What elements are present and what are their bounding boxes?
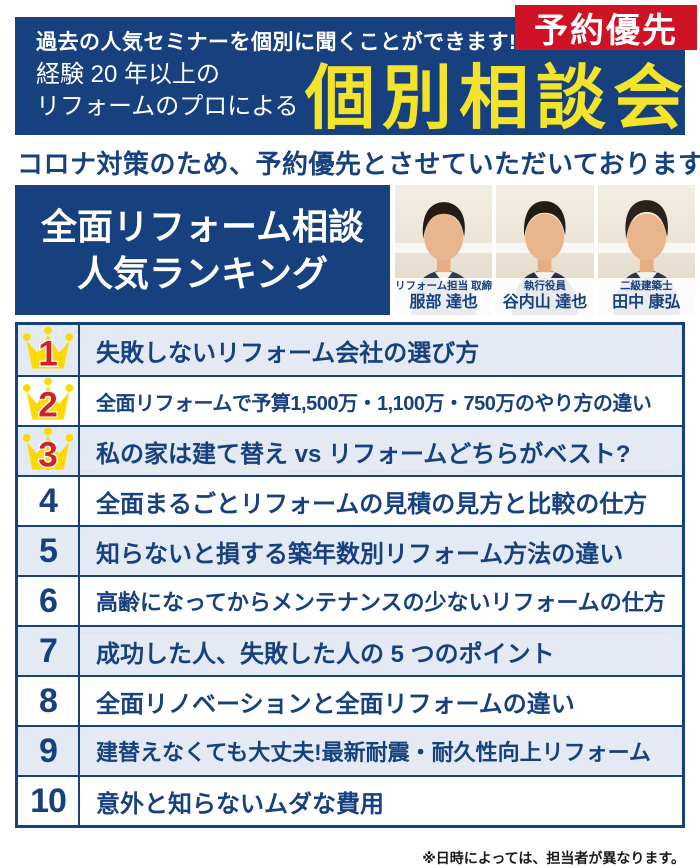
rank-number-cell: 2	[18, 377, 80, 426]
ranking-row: 2 全面リフォームで予算1,500万・1,100万・750万のやり方の違い	[18, 375, 682, 426]
crown-icon: 3	[22, 427, 74, 476]
staff-name: 谷内山 達也	[502, 294, 588, 311]
ranking-row: 1 失敗しないリフォーム会社の選び方	[18, 325, 682, 375]
rank-number: 4	[39, 481, 58, 520]
ranking-row: 9 建替えなくても大丈夫!最新耐震・耐久性向上リフォーム	[18, 725, 682, 775]
staff-caption: リフォーム担当 取締役 服部 達也	[395, 278, 493, 315]
rank-title-cell: 全面リフォームで予算1,500万・1,100万・750万のやり方の違い	[80, 377, 682, 425]
rank-number-cell: 9	[18, 727, 80, 775]
rank-title-cell: 意外と知らないムダな費用	[80, 777, 682, 825]
rank-number: 7	[39, 631, 58, 670]
rank-title-cell: 高齢になってからメンテナンスの少ないリフォームの仕方	[80, 577, 682, 625]
rank-item-title: 知らないと損する築年数別リフォーム方法の違い	[96, 540, 624, 568]
rank-number-cell: 3	[18, 427, 80, 476]
rank-number: 6	[39, 581, 58, 620]
rank-title-cell: 私の家は建て替え vs リフォームどちらがベスト?	[80, 427, 682, 475]
rank-number: 2	[38, 386, 58, 425]
staff-photos: リフォーム担当 取締役 服部 達也 執行役員 谷内山 達也	[395, 185, 695, 315]
rank-number-cell: 7	[18, 627, 80, 675]
staff-role: 二級建築士	[620, 280, 673, 292]
rank-number-cell: 5	[18, 527, 80, 575]
main-title: 個別相談会	[305, 59, 690, 137]
rank-item-title: 高齢になってからメンテナンスの少ないリフォームの仕方	[96, 590, 666, 615]
rank-number: 3	[38, 436, 58, 475]
staff-name: 田中 康弘	[612, 294, 681, 311]
header-experience-line2: リフォームのプロによる	[36, 93, 299, 120]
rank-item-title: 全面リフォームで予算1,500万・1,100万・750万のやり方の違い	[96, 392, 652, 415]
staff-role: 執行役員	[523, 280, 566, 292]
rank-title-cell: 知らないと損する築年数別リフォーム方法の違い	[80, 527, 682, 575]
rank-number-cell: 8	[18, 677, 80, 725]
rank-title-cell: 成功した人、失敗した人の 5 つのポイント	[80, 627, 682, 675]
rank-item-title: 失敗しないリフォーム会社の選び方	[96, 339, 480, 367]
staff-photo: 二級建築士 田中 康弘	[597, 185, 695, 315]
ranking-row: 5 知らないと損する築年数別リフォーム方法の違い	[18, 525, 682, 575]
ranking-row: 3 私の家は建て替え vs リフォームどちらがベスト?	[18, 425, 682, 476]
rank-number-cell: 10	[18, 777, 80, 825]
staff-role: リフォーム担当 取締役	[395, 280, 493, 292]
rank-number-cell: 1	[18, 325, 80, 375]
staff-photo: リフォーム担当 取締役 服部 達也	[395, 185, 493, 315]
crown-icon: 1	[22, 326, 74, 375]
rank-number: 5	[39, 531, 58, 570]
ranking-row: 8 全面リノベーションと全面リフォームの違い	[18, 675, 682, 725]
rank-number-cell: 4	[18, 477, 80, 525]
rank-number: 8	[39, 681, 58, 720]
ranking-table: 1 失敗しないリフォーム会社の選び方 2 全面リフォームで予算1,500万・1,…	[15, 322, 685, 828]
rank-item-title: 私の家は建て替え vs リフォームどちらがベスト?	[96, 440, 631, 468]
header-experience-lines: 経験 20 年以上の リフォームのプロによる	[36, 59, 299, 123]
ranking-row: 4 全面まるごとリフォームの見積の見方と比較の仕方	[18, 475, 682, 525]
rank-number: 9	[39, 731, 58, 770]
staff-name: 服部 達也	[409, 294, 478, 311]
header-experience-line1: 経験 20 年以上の	[36, 61, 221, 88]
ranking-row: 6 高齢になってからメンテナンスの少ないリフォームの仕方	[18, 575, 682, 625]
rank-item-title: 成功した人、失敗した人の 5 つのポイント	[96, 640, 555, 668]
ranking-title-line1: 全面リフォーム相談	[41, 206, 364, 247]
crown-icon: 2	[22, 377, 74, 426]
corona-notice: コロナ対策のため、予約優先とさせていただいております	[17, 149, 700, 179]
rank-title-cell: 全面まるごとリフォームの見積の見方と比較の仕方	[80, 477, 682, 525]
header-top-line: 過去の人気セミナーを個別に聞くことができます!	[36, 31, 517, 54]
ranking-title-line2: 人気ランキング	[77, 253, 328, 294]
rank-number-cell: 6	[18, 577, 80, 625]
rank-item-title: 意外と知らないムダな費用	[96, 790, 384, 818]
ranking-row: 7 成功した人、失敗した人の 5 つのポイント	[18, 625, 682, 675]
staff-caption: 二級建築士 田中 康弘	[597, 278, 695, 315]
rank-number: 10	[30, 781, 67, 820]
rank-title-cell: 建替えなくても大丈夫!最新耐震・耐久性向上リフォーム	[80, 727, 682, 775]
staff-photo: 執行役員 谷内山 達也	[496, 185, 594, 315]
footnote: ※日時によっては、担当者が異なります。	[422, 850, 685, 866]
ranking-row: 10 意外と知らないムダな費用	[18, 775, 682, 825]
reservation-priority-badge: 予約優先	[515, 5, 697, 50]
rank-title-cell: 全面リノベーションと全面リフォームの違い	[80, 677, 682, 725]
rank-item-title: 建替えなくても大丈夫!最新耐震・耐久性向上リフォーム	[96, 740, 651, 765]
staff-caption: 執行役員 谷内山 達也	[496, 278, 594, 315]
rank-item-title: 全面まるごとリフォームの見積の見方と比較の仕方	[96, 490, 648, 518]
rank-title-cell: 失敗しないリフォーム会社の選び方	[80, 325, 682, 375]
rank-number: 1	[38, 335, 58, 374]
rank-item-title: 全面リノベーションと全面リフォームの違い	[96, 690, 575, 718]
ranking-title-box: 全面リフォーム相談 人気ランキング	[15, 185, 390, 315]
